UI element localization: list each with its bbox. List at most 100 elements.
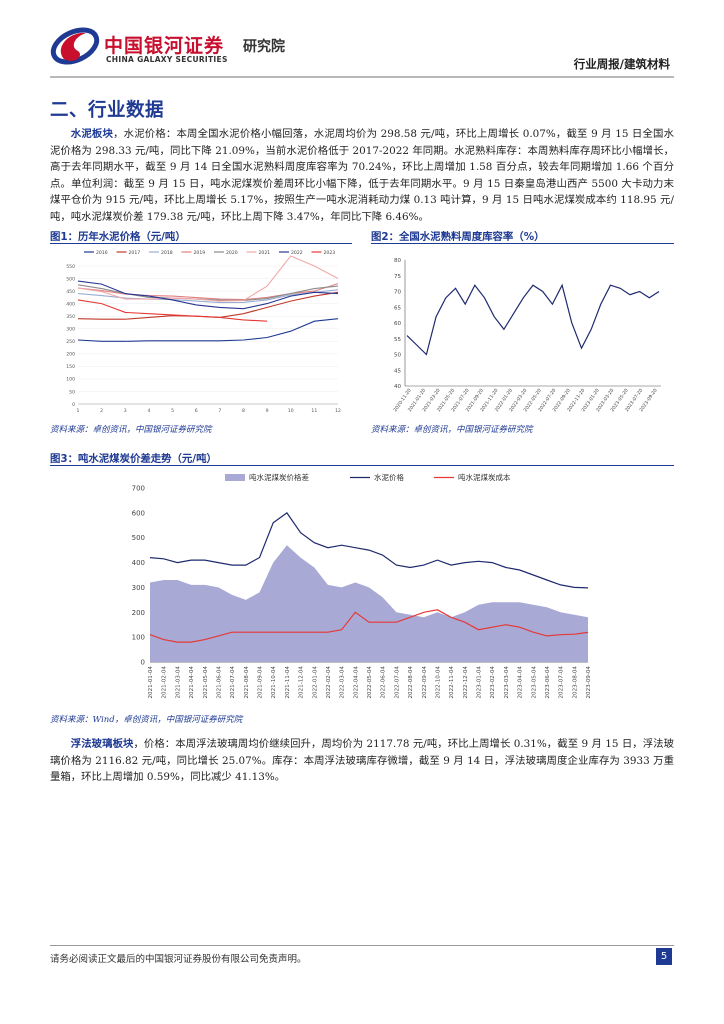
fig1-legend-label: 2023 [324,250,336,256]
fig3-legend-label: 吨水泥煤炭成本 [458,472,511,482]
fig2-y-tick: 60 [394,321,401,327]
fig3-y-tick: 700 [132,485,145,493]
fig3-x-tick: 2022-08-04 [408,666,414,699]
fig3-x-tick: 2022-05-04 [367,666,373,699]
fig2-y-tick: 70 [394,290,401,296]
fig1-x-tick: 12 [335,408,341,414]
fig3-x-tick: 2022-09-04 [422,666,428,699]
fig2-chart: 4045505560657075802020-11-202021-01-2020… [392,258,661,413]
fig3-x-tick: 2021-11-04 [285,666,291,699]
fig3-x-tick: 2021-10-04 [271,666,277,699]
fig1-x-tick: 6 [195,408,198,414]
fig3-x-tick: 2023-04-04 [518,666,524,699]
fig1-y-tick: 550 [66,264,75,270]
fig3-y-tick: 200 [132,609,145,617]
fig2-y-tick: 50 [394,353,401,359]
fig2-y-tick: 55 [394,337,401,343]
fig3-y-tick: 400 [132,559,145,567]
institute-label: 研究院 [243,39,285,55]
fig3-x-tick: 2023-06-04 [545,666,551,699]
fig1-y-tick: 150 [66,364,75,370]
cement-lead: 水泥板块 [70,128,114,140]
fig1-x-tick: 4 [147,408,150,414]
fig1-legend-label: 2022 [291,250,303,256]
fig3-legend-label: 水泥价格 [374,472,404,482]
brand-name-cn: 中国银河证券 [104,35,225,57]
fig3-legend-label: 吨水泥煤炭价格差 [249,472,309,482]
fig2-series-line [406,283,660,356]
fig3-x-tick: 2022-02-04 [326,666,332,699]
fig1-legend-label: 2016 [96,250,108,256]
fig3-caption: 图3：吨水泥煤炭价差走势（元/吨） [50,453,217,465]
fig3-x-tick: 2022-01-04 [312,666,318,699]
fig3-x-tick: 2021-09-04 [258,666,264,699]
fig1-legend-label: 2020 [226,250,238,256]
fig3-x-tick: 2023-08-04 [572,666,578,699]
fig1-x-tick: 8 [242,408,245,414]
fig3-x-tick: 2022-11-04 [449,666,455,699]
fig3-x-tick: 2021-01-04 [148,666,154,699]
fig1-series-2022 [77,280,339,310]
fig3-series-吨水泥煤炭成本 [149,609,589,643]
fig2-y-tick: 40 [394,384,401,390]
footer-divider [50,945,674,946]
fig3-x-tick: 2023-02-04 [490,666,496,699]
fig1-x-tick: 2 [100,408,103,414]
fig3-y-tick: 100 [132,634,145,642]
fig1-y-tick: 450 [66,289,75,295]
fig3-x-tick: 2021-07-04 [230,666,236,699]
report-type: 行业周报/建筑材料 [573,57,670,71]
fig3-y-tick: 0 [141,659,145,667]
fig3-source: 资料来源：Wind，卓创资讯，中国银河证券研究院 [50,715,243,725]
fig3-x-tick: 2022-06-04 [381,666,387,699]
fig3-y-tick: 300 [132,584,145,592]
fig1-caption: 图1：历年水泥价格（元/吨） [50,231,186,243]
fig1-legend-label: 2018 [161,250,173,256]
galaxy-logo-icon [50,27,100,65]
fig3-x-tick: 2023-09-04 [586,666,592,699]
fig1-legend-label: 2019 [194,250,206,256]
fig2-y-tick: 45 [394,368,401,374]
fig3-x-tick: 2023-07-04 [559,666,565,699]
cement-paragraph: 水泥板块，水泥价格：本周全国水泥价格小幅回落，水泥周均价为 298.58 元/吨… [50,126,674,225]
fig1-y-tick: 500 [66,276,75,282]
fig2-y-tick: 65 [394,305,401,311]
fig3-x-tick: 2021-12-04 [299,666,305,699]
fig2-y-tick: 75 [394,274,401,280]
fig3-x-tick: 2021-04-04 [189,666,195,699]
fig1-legend-label: 2017 [129,250,141,256]
fig3-area-spread [150,545,588,662]
fig3-x-tick: 2022-07-04 [394,666,400,699]
fig3-legend-swatch [225,474,245,481]
fig1-y-tick: 250 [66,339,75,345]
glass-text: ，价格：本周浮法玻璃周均价继续回升，周均价为 2117.78 元/吨，环比上周增… [50,738,674,783]
brand-name-en: CHINA GALAXY SECURITIES [106,55,228,64]
fig1-x-tick: 5 [171,408,174,414]
fig3-chart: 吨水泥煤炭价格差 水泥价格 吨水泥煤炭成本 0 100 200 300 400 500 600 7… [132,472,592,699]
fig3-x-tick: 2021-05-04 [203,666,209,699]
fig3-x-tick: 2022-10-04 [435,666,441,699]
fig1-x-tick: 1 [77,408,80,414]
fig1-y-tick: 350 [66,314,75,320]
fig3-x-tick: 2021-02-04 [162,666,168,699]
fig3-x-tick: 2021-06-04 [216,666,222,699]
fig1-y-tick: 300 [66,327,75,333]
glass-lead: 浮法玻璃板块 [70,738,134,750]
fig1-series-2016 [77,318,339,342]
footer-disclaimer: 请务必阅读正文最后的中国银河证券股份有限公司免责声明。 [50,954,307,965]
fig3-y-tick: 500 [132,534,145,542]
fig1-y-tick: 0 [72,402,75,408]
fig3-y-tick: 600 [132,509,145,517]
fig1-series-2021 [77,255,339,302]
fig1-x-tick: 9 [266,408,269,414]
fig1-caption-rule [50,243,352,244]
section-title: 二、行业数据 [50,100,165,121]
fig1-legend-label: 2021 [259,250,271,256]
fig3-x-tick: 2021-03-04 [175,666,181,699]
fig3-x-tick: 2022-04-04 [353,666,359,699]
fig1-x-tick: 11 [311,408,317,414]
page-number: 5 [656,948,672,965]
fig2-y-tick: 80 [394,258,401,264]
fig1-y-tick: 200 [66,352,75,358]
fig3-x-tick: 2023-01-04 [477,666,483,699]
